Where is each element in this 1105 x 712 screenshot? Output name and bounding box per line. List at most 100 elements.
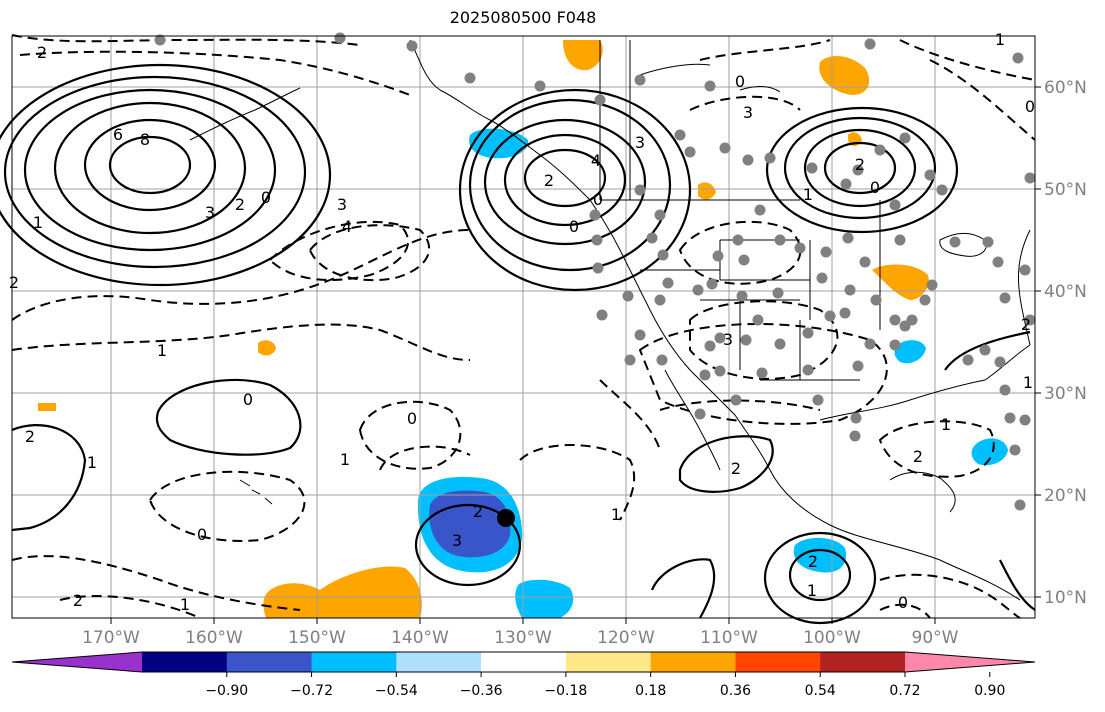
contour-label: 0 [407, 409, 417, 428]
station-dot [870, 294, 882, 306]
colorbar-tick-label: −0.18 [544, 683, 587, 699]
station-dot [738, 254, 750, 266]
contour-label: 2 [37, 43, 47, 62]
contour-lines [0, 63, 1036, 625]
station-dot [982, 236, 994, 248]
station-dot [962, 354, 974, 366]
latitude-label: 30°N [1044, 384, 1087, 404]
station-dot [654, 209, 666, 221]
marker-point [497, 509, 515, 527]
station-dot [816, 272, 828, 284]
colorbar-tick-label: −0.90 [205, 683, 248, 699]
station-dot [334, 32, 346, 44]
map-title: 2025080500 F048 [449, 8, 597, 27]
contour-label: 2 [235, 195, 245, 214]
contour-label: 0 [261, 188, 271, 207]
station-dot [936, 184, 948, 196]
station-dot [594, 94, 606, 106]
contour-label: 1 [33, 213, 43, 232]
colorbar-segment [226, 652, 313, 672]
station-dot [1024, 172, 1036, 184]
station-dot [802, 364, 814, 376]
colorbar-extend-right [905, 652, 1035, 672]
station-dot [1012, 52, 1024, 64]
station-dot [622, 290, 634, 302]
colorbar-segment [142, 652, 228, 672]
longitude-label: 110°W [700, 628, 758, 648]
colorbar-tick-label: −0.72 [290, 683, 333, 699]
station-dot [694, 408, 706, 420]
contour-label: 2 [808, 552, 818, 571]
colorbar-tick-label: −0.54 [375, 683, 418, 699]
contour-label: 1 [941, 415, 951, 434]
colorbar-segment [311, 652, 397, 672]
contour-label: 0 [1025, 97, 1035, 116]
contour-label: 0 [898, 593, 908, 612]
contour-label: 4 [591, 151, 601, 170]
contour-label: 3 [452, 531, 462, 550]
station-dot [842, 232, 854, 244]
station-dot [654, 294, 666, 306]
anomaly-shading [38, 40, 1008, 618]
station-dot [794, 242, 806, 254]
blue-anomaly-region [894, 340, 926, 364]
station-dot [840, 178, 852, 190]
station-dot [752, 314, 764, 326]
contour-label: 6 [113, 125, 123, 144]
station-dot [994, 356, 1006, 368]
station-dot [596, 309, 608, 321]
station-dot [844, 284, 856, 296]
station-dot [634, 329, 646, 341]
station-dot [714, 365, 726, 377]
station-dot [864, 338, 876, 350]
station-dot [714, 332, 726, 344]
station-dot [924, 169, 936, 181]
station-dot [919, 294, 931, 306]
station-dot [406, 40, 418, 52]
station-dot [591, 234, 603, 246]
station-dot [894, 234, 906, 246]
contour-label: 1 [1023, 373, 1033, 392]
station-dot [1009, 444, 1021, 456]
station-dot [704, 80, 716, 92]
station-dot [699, 369, 711, 381]
station-dot [756, 367, 768, 379]
contour-label: 2 [544, 171, 554, 190]
orange-anomaly-region [258, 340, 276, 356]
contour-label: 0 [569, 217, 579, 236]
station-dot [1014, 499, 1026, 511]
station-dot [1004, 412, 1016, 424]
station-dot [899, 132, 911, 144]
station-dot [852, 360, 864, 372]
blue-anomaly-region [469, 128, 529, 159]
station-dots [154, 32, 1036, 511]
colorbar-tick-label: −0.36 [460, 683, 503, 699]
station-dot [899, 320, 911, 332]
orange-anomaly-region [698, 182, 716, 200]
station-dot [706, 278, 718, 290]
longitude-label: 120°W [597, 628, 655, 648]
station-dot [736, 290, 748, 302]
colorbar-tick-label: 0.54 [805, 683, 836, 699]
colorbar: −0.90 −0.72 −0.54 −0.36 −0.18 0.18 0.36 0.54 0.7… [11, 651, 1036, 699]
contour-label: 8 [140, 130, 150, 149]
colorbar-segment [481, 652, 567, 672]
latitude-label: 50°N [1044, 180, 1087, 200]
colorbar-tick-label: 0.18 [635, 683, 666, 699]
contour-label: 1 [157, 341, 167, 360]
station-dot [662, 277, 674, 289]
latitude-label: 60°N [1044, 78, 1087, 98]
blue-anomaly-region [793, 537, 847, 573]
contour-label: 1 [807, 581, 817, 600]
contour-label: 2 [9, 273, 19, 292]
contour-label: 0 [870, 178, 880, 197]
station-dot [589, 209, 601, 221]
station-dot [889, 314, 901, 326]
longitude-label: 100°W [803, 628, 861, 648]
contour-label: 3 [337, 195, 347, 214]
contour-label: 2 [473, 502, 483, 521]
station-dot [742, 154, 754, 166]
longitude-label: 90°W [912, 628, 959, 648]
station-dot [656, 354, 668, 366]
